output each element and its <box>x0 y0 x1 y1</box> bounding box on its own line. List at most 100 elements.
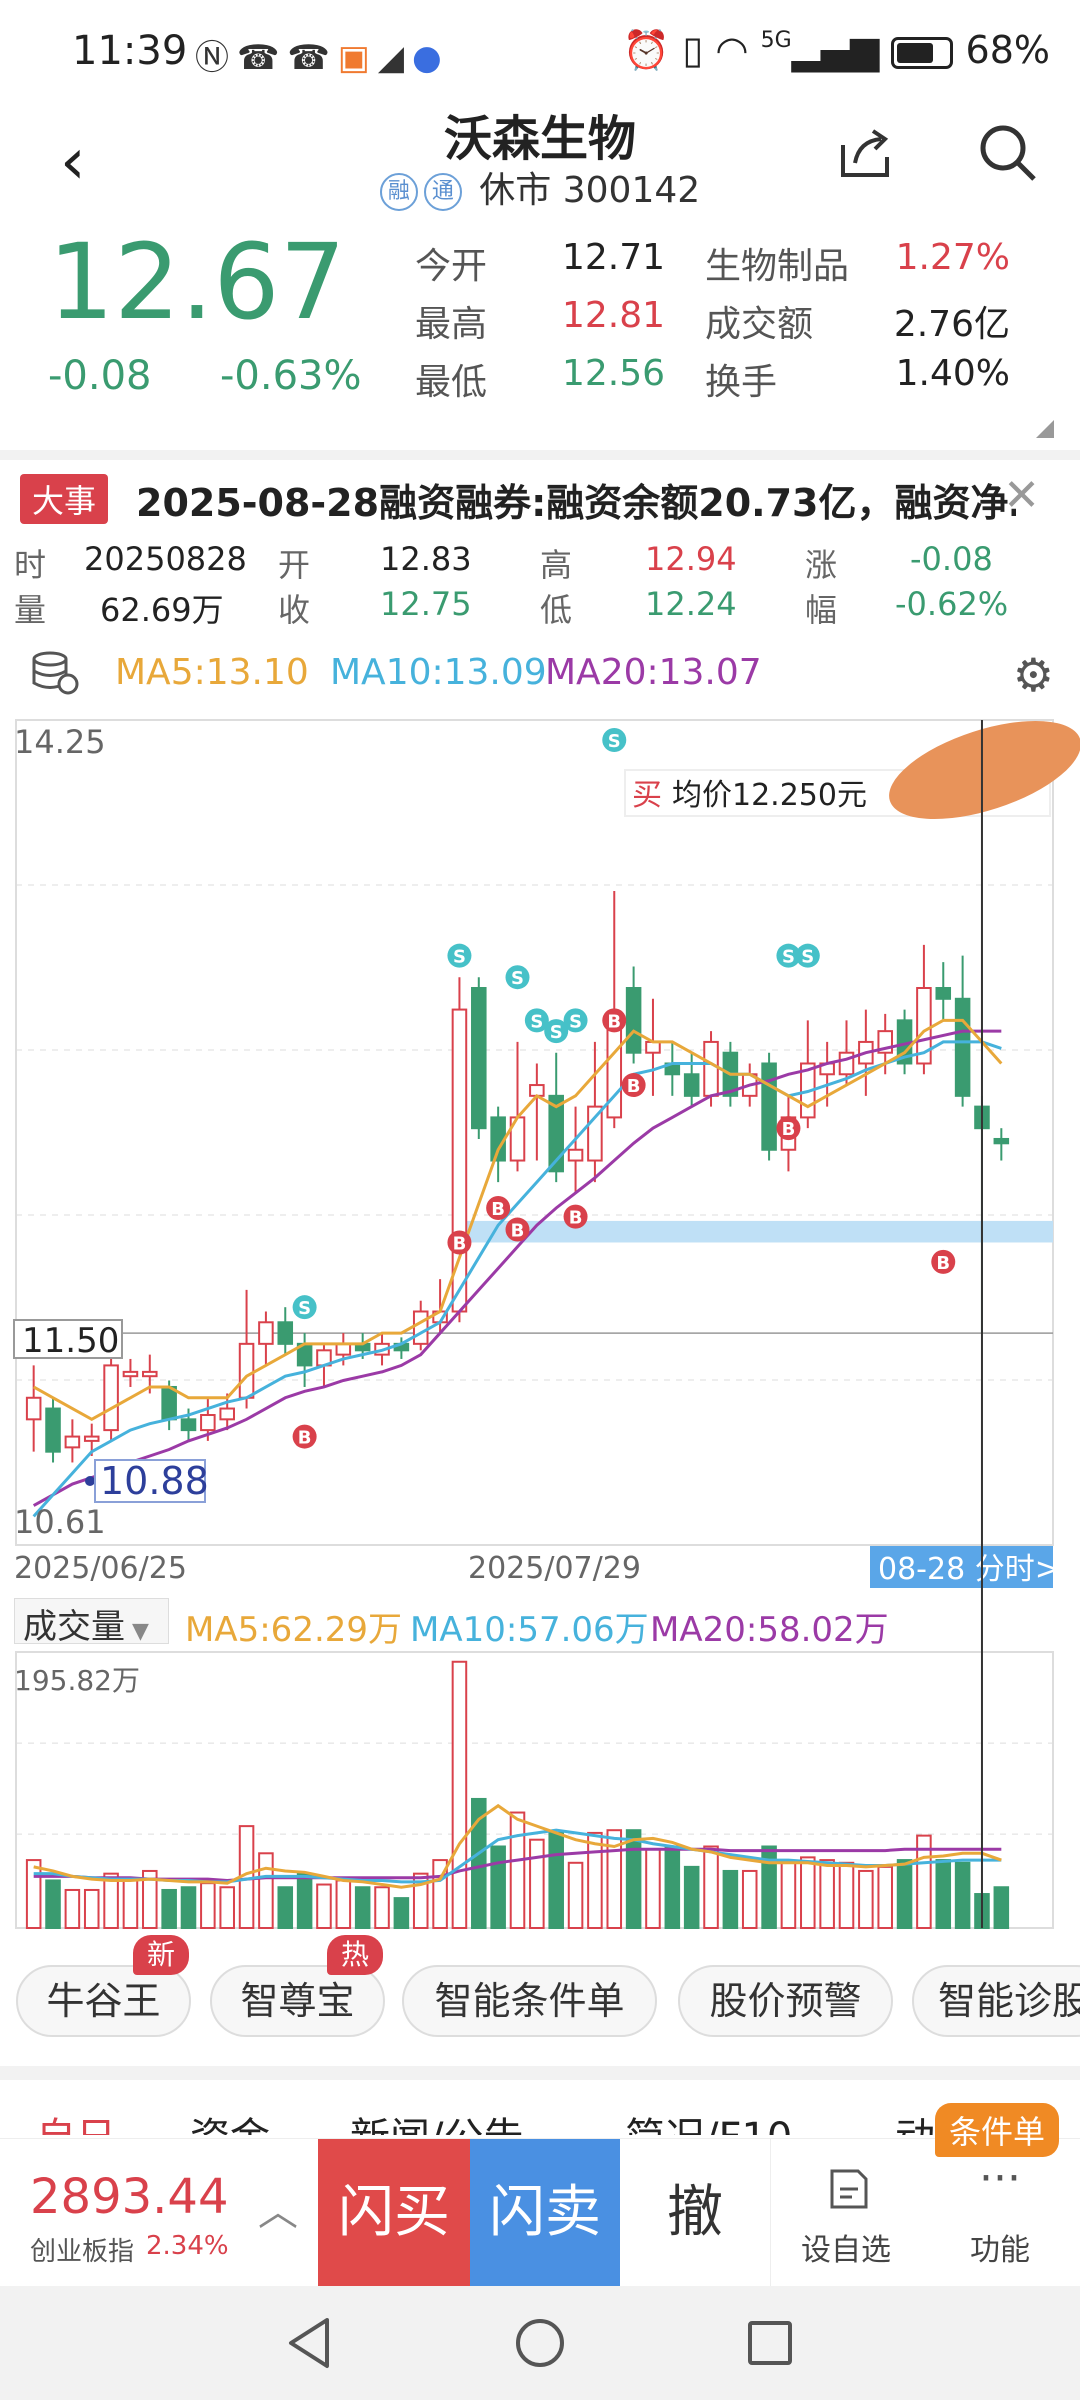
tab-4[interactable]: 动 <box>895 2105 935 2135</box>
volume-bar <box>606 1829 623 1930</box>
search-icon[interactable] <box>976 121 1040 185</box>
tab-1[interactable]: 资金 <box>190 2105 270 2135</box>
volume-bar <box>103 1872 119 1930</box>
ma20-line <box>32 1029 1002 1507</box>
database-icon[interactable] <box>30 650 80 696</box>
ma20-value: MA20:13.07 <box>545 652 762 693</box>
volume-bar <box>161 1888 177 1930</box>
app-icon: ◢ <box>377 38 412 78</box>
condition-order-badge[interactable]: 条件单 <box>935 2103 1060 2157</box>
tab-2[interactable]: 新闻/公告 <box>350 2105 523 2135</box>
x-axis-mid: 2025/07/29 <box>468 1551 641 1586</box>
sector-value[interactable]: 1.27% <box>895 237 1010 278</box>
system-nav-bar <box>0 2286 1080 2400</box>
buy-signal-icon: B <box>505 1217 530 1242</box>
tool-button-price-alert[interactable]: 股价预警 <box>678 1965 893 2037</box>
close-icon[interactable]: ✕ <box>1003 470 1040 521</box>
signal-dot <box>447 943 472 968</box>
margin-tag[interactable]: 融 <box>379 173 418 211</box>
function-button[interactable]: ··· 功能 <box>920 2139 1080 2287</box>
connect-tag[interactable]: 通 <box>423 173 462 211</box>
cancel-order-button[interactable]: 撤 <box>667 2180 723 2245</box>
candle <box>25 1396 42 1421</box>
intraday-button-bg[interactable] <box>870 1546 1053 1588</box>
app-icon: ▣ <box>337 38 378 78</box>
kline-grid <box>16 884 1053 1381</box>
signal-dot <box>292 1295 317 1320</box>
volume-bar <box>471 1797 487 1929</box>
tab-0[interactable]: 自日 <box>36 2105 116 2135</box>
x-axis-start: 2025/06/25 <box>14 1551 187 1586</box>
signal-letter: B <box>511 1221 525 1242</box>
signal-dot <box>486 1195 511 1220</box>
tool-button-niuguwang[interactable]: 牛谷王 新 <box>16 1935 191 2037</box>
sector-label[interactable]: 生物制品 <box>705 246 850 287</box>
signal-dot <box>602 728 627 752</box>
vibrate-icon: ▯ <box>682 28 704 72</box>
intraday-button[interactable]: 08-28 分时> <box>878 1552 1060 1587</box>
ma-legend: MA5:13.10 MA10:13.09 MA20:13.07 ⚙ <box>0 648 1080 702</box>
signal-letter: S <box>298 1298 311 1319</box>
news-text[interactable]: 2025-08-28融资融券:融资余额20.73亿，融资净… <box>136 481 1016 525</box>
candle <box>180 1418 197 1432</box>
signal-letter: B <box>569 1208 583 1229</box>
tab-3[interactable]: 简况/F10 <box>625 2105 792 2135</box>
volume-bar <box>142 1869 158 1930</box>
signal-dot <box>602 1008 627 1033</box>
volume-selector[interactable]: 成交量 ▼ <box>14 1598 169 1647</box>
volume-bar <box>780 1861 797 1929</box>
kline-labels: 14.25 11.50 10.61 10.88 2025/06/25 2025/… <box>13 720 1080 1588</box>
volume-bar <box>838 1861 855 1929</box>
candle <box>548 1094 564 1173</box>
index-pct[interactable]: 2.34% <box>146 2231 229 2261</box>
volume-bar <box>703 1845 719 1929</box>
ma-lines <box>32 1018 1003 1518</box>
news-banner[interactable]: 大事 2025-08-28融资融券:融资余额20.73亿，融资净… ✕ <box>0 462 1080 534</box>
chevron-up-icon[interactable]: ︿ <box>258 2189 298 2235</box>
battery-icon <box>891 36 954 69</box>
settings-gear-icon[interactable]: ⚙ <box>1012 648 1054 702</box>
tool-button-zhizunbao[interactable]: 智尊宝 热 <box>210 1935 385 2037</box>
volume-ma-lines <box>33 1803 1002 1889</box>
signal-letter: S <box>511 968 524 989</box>
candle <box>645 1040 661 1054</box>
signal-letter: S <box>550 1022 563 1043</box>
volume-bar <box>722 1869 739 1930</box>
signal-letter: B <box>607 1011 621 1032</box>
quick-buy-button[interactable]: 闪买 <box>318 2139 470 2287</box>
volume-y-top: 195.82万 <box>14 1664 140 1697</box>
signal-dot <box>544 1019 569 1044</box>
candle <box>471 987 487 1130</box>
signal-letter: B <box>298 1428 312 1449</box>
support-band <box>459 1220 1053 1243</box>
share-icon[interactable] <box>835 125 895 181</box>
nav-recents-icon[interactable] <box>745 2318 795 2368</box>
vol-ma10: MA10:57.06万 <box>410 1610 649 1650</box>
status-time: 11:39 <box>72 28 188 74</box>
tool-label: 股价预警 <box>709 1979 862 2023</box>
ma5-value: MA5:13.10 <box>115 652 309 693</box>
candle <box>200 1414 216 1432</box>
index-name[interactable]: 创业板指 <box>30 2237 135 2267</box>
tool-button-condition-order[interactable]: 智能条件单 <box>402 1965 657 2037</box>
volume-bar <box>548 1831 564 1930</box>
amount-label: 成交额 <box>705 304 814 345</box>
expand-corner-icon[interactable] <box>1036 420 1054 438</box>
low-label: 最低 <box>415 362 488 403</box>
ma10-line <box>32 1040 1002 1518</box>
volume-bar <box>896 1859 913 1929</box>
market-status: 休市 300142 <box>479 170 701 211</box>
kinfo-label: 时 <box>14 546 47 584</box>
nav-home-icon[interactable] <box>513 2316 567 2370</box>
tool-button-diagnosis[interactable]: 智能诊股 <box>912 1965 1080 2037</box>
back-icon[interactable]: ‹ <box>60 125 86 199</box>
nav-back-icon[interactable] <box>285 2316 335 2370</box>
candle <box>451 1008 468 1313</box>
volume-bar <box>935 1859 952 1929</box>
add-watchlist-button[interactable]: 设自选 <box>770 2139 920 2287</box>
min-marker-dot <box>85 1476 95 1486</box>
quick-sell-button[interactable]: 闪卖 <box>470 2139 620 2287</box>
kinfo-open: 12.83 <box>380 540 472 578</box>
index-value[interactable]: 2893.44 <box>30 2169 229 2225</box>
